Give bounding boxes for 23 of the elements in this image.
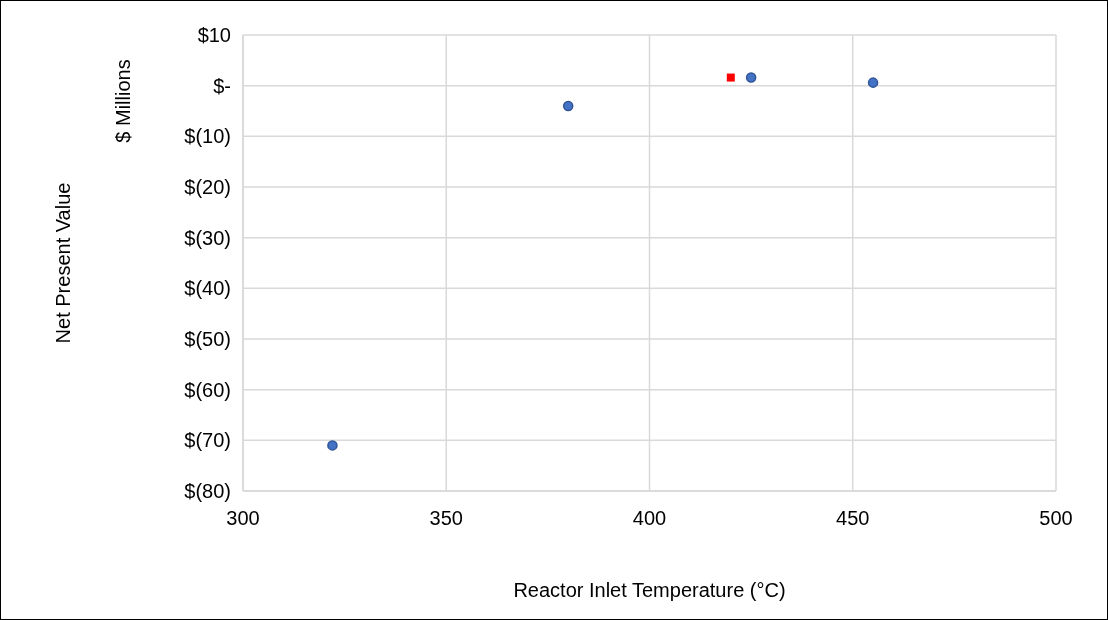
x-tick-label: 450 bbox=[836, 507, 870, 530]
y-tick-label: $- bbox=[213, 74, 231, 97]
point bbox=[867, 77, 879, 88]
y-tick-label: $10 bbox=[197, 24, 231, 47]
point bbox=[562, 100, 574, 112]
y-tick-label: $(50) bbox=[184, 328, 231, 351]
y-tick-label: $(60) bbox=[184, 378, 231, 401]
x-tick-label: 400 bbox=[632, 507, 667, 530]
text: Net Present Value bbox=[51, 182, 75, 344]
y-tick-label: $(80) bbox=[184, 480, 231, 503]
point bbox=[327, 440, 338, 451]
y-tick-label: $(20) bbox=[184, 176, 231, 199]
point bbox=[726, 73, 735, 82]
x-tick-label: 350 bbox=[429, 507, 463, 530]
text: $ Millions bbox=[111, 59, 135, 143]
y-tick-label: $(10) bbox=[184, 125, 231, 148]
x-tick-label: 500 bbox=[1039, 507, 1073, 530]
y-tick-label: $(70) bbox=[184, 429, 231, 452]
x-axis-title: Reactor Inlet Temperature (°C) bbox=[513, 579, 786, 601]
y-tick-label: $(40) bbox=[184, 277, 231, 300]
y-tick-label: $(30) bbox=[184, 226, 231, 249]
x-tick-label: 300 bbox=[226, 507, 260, 530]
point bbox=[745, 72, 757, 83]
